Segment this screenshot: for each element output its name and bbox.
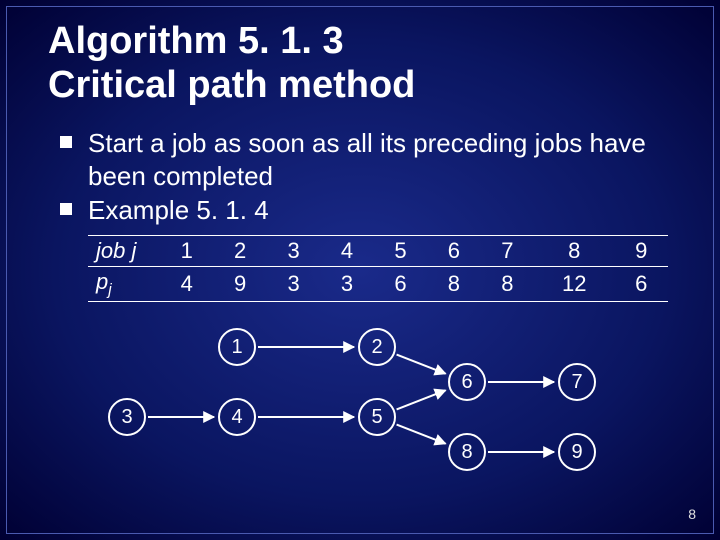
slide-number: 8 bbox=[688, 506, 696, 522]
graph-node: 4 bbox=[218, 398, 256, 436]
graph-node: 6 bbox=[448, 363, 486, 401]
graph-node: 5 bbox=[358, 398, 396, 436]
bullet-item: Example 5. 1. 4 bbox=[60, 194, 672, 227]
graph-edge bbox=[397, 425, 446, 444]
bullet-list: Start a job as soon as all its preceding… bbox=[48, 127, 672, 227]
graph-edge bbox=[397, 355, 446, 374]
graph-node: 3 bbox=[108, 398, 146, 436]
graph-node: 7 bbox=[558, 363, 596, 401]
graph-node: 9 bbox=[558, 433, 596, 471]
graph-node: 8 bbox=[448, 433, 486, 471]
graph-edge bbox=[397, 391, 446, 410]
bullet-item: Start a job as soon as all its preceding… bbox=[60, 127, 672, 192]
precedence-graph: 1 2 3 4 5 6 7 8 9 bbox=[108, 318, 668, 468]
graph-node: 1 bbox=[218, 328, 256, 366]
graph-node: 2 bbox=[358, 328, 396, 366]
